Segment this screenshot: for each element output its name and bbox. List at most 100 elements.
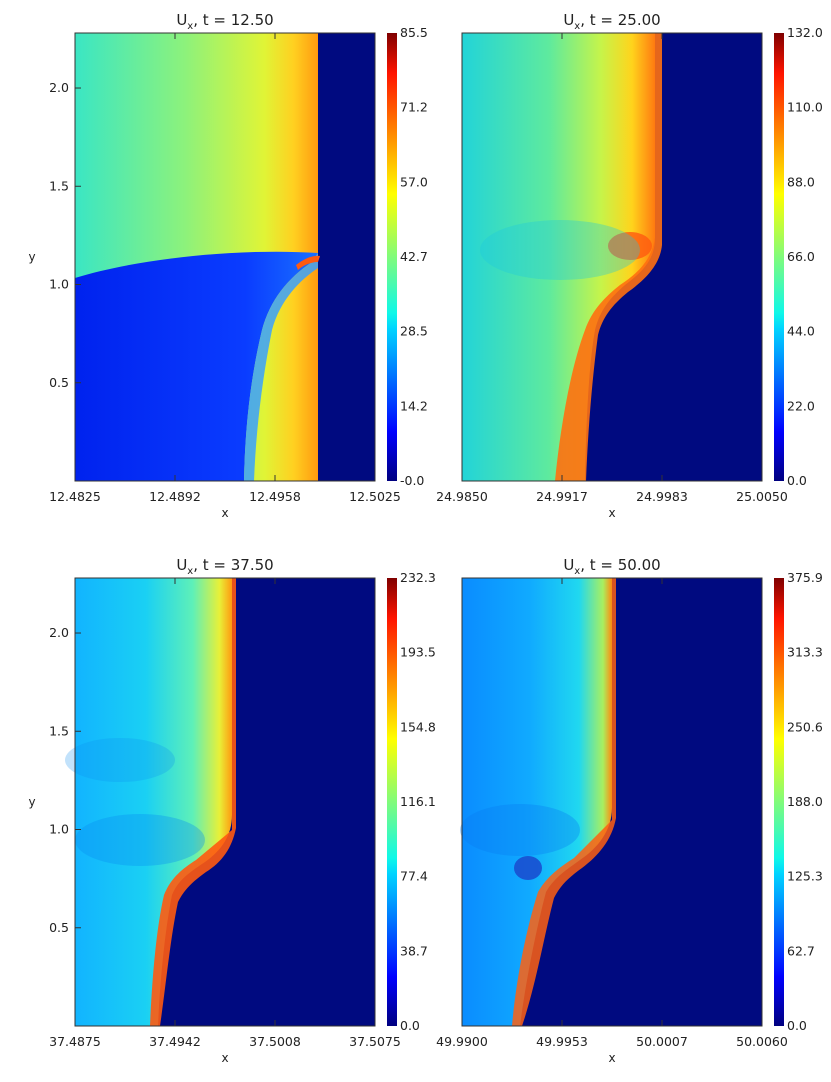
x-tick-label: 37.5075 xyxy=(349,1034,401,1049)
colorbar-label: 193.5 xyxy=(400,645,436,660)
plot-frame xyxy=(461,577,763,1027)
x-tick-label: 50.0007 xyxy=(636,1034,688,1049)
title-time: , t = 37.50 xyxy=(193,556,273,574)
x-tick-label: 24.9917 xyxy=(536,489,588,504)
title-subscript: x xyxy=(574,566,580,577)
colorbar-label: 22.0 xyxy=(787,398,815,413)
panel-4 xyxy=(460,577,763,1027)
colorbar-label: 44.0 xyxy=(787,324,815,339)
panel-title: Ux, t = 50.00 xyxy=(563,556,660,577)
title-symbol: U xyxy=(176,11,187,29)
x-axis-label: x xyxy=(608,506,615,520)
x-axis-label: x xyxy=(608,1051,615,1065)
colorbar-label: 38.7 xyxy=(400,943,428,958)
colorbar-label: 71.2 xyxy=(400,100,428,115)
colorbar-label: 0.0 xyxy=(787,473,807,488)
title-symbol: U xyxy=(563,11,574,29)
y-tick-label: 1.0 xyxy=(49,822,69,837)
y-tick-label: 1.0 xyxy=(49,277,69,292)
panel-title: Ux, t = 25.00 xyxy=(563,11,660,32)
colorbar-label: 57.0 xyxy=(400,174,428,189)
colorbar-label: 116.1 xyxy=(400,794,436,809)
shock-front xyxy=(555,33,662,481)
panel-3 xyxy=(65,577,376,1027)
upstream-flow-region xyxy=(462,578,612,1026)
vortex-structure xyxy=(480,220,640,280)
plot-frame xyxy=(74,577,376,1027)
colorbar-3 xyxy=(387,578,397,1026)
x-tick-label: 12.5025 xyxy=(349,489,401,504)
colorbar-label: 232.3 xyxy=(400,570,436,585)
upstream-flow-region xyxy=(75,578,232,1026)
panel-1 xyxy=(74,32,376,482)
x-tick-label: 49.9900 xyxy=(436,1034,488,1049)
vortex-structure xyxy=(75,814,205,866)
colorbar-label: 42.7 xyxy=(400,249,428,264)
x-tick-label: 24.9850 xyxy=(436,489,488,504)
x-tick-label: 24.9983 xyxy=(636,489,688,504)
upstream-flow-region xyxy=(462,33,655,481)
x-axis-label: x xyxy=(221,1051,228,1065)
plot-frame xyxy=(74,32,376,482)
y-tick-label: 2.0 xyxy=(49,625,69,640)
colorbar-label: 313.3 xyxy=(787,645,823,660)
x-tick-label: 12.4958 xyxy=(249,489,301,504)
y-tick-label: 0.5 xyxy=(49,375,69,390)
vortex-structure xyxy=(460,804,580,856)
y-tick-label: 0.5 xyxy=(49,920,69,935)
colorbar-2 xyxy=(774,33,784,481)
shock-front xyxy=(150,578,236,1026)
y-axis-label: y xyxy=(28,250,35,264)
shock-front xyxy=(512,578,616,1026)
x-tick-label: 12.4892 xyxy=(149,489,201,504)
x-tick-label: 37.4875 xyxy=(49,1034,101,1049)
colorbar-label: 28.5 xyxy=(400,324,428,339)
y-tick-label: 1.5 xyxy=(49,723,69,738)
colorbar-label: 77.4 xyxy=(400,869,428,884)
colorbar-label: 0.0 xyxy=(787,1018,807,1033)
shock-front xyxy=(244,253,318,481)
colorbar-4 xyxy=(774,578,784,1026)
colorbar-label: -0.0 xyxy=(400,473,424,488)
vortex-core xyxy=(514,856,542,880)
title-symbol: U xyxy=(176,556,187,574)
title-symbol: U xyxy=(563,556,574,574)
colorbar-label: 0.0 xyxy=(400,1018,420,1033)
colorbar-label: 66.0 xyxy=(787,249,815,264)
vortex-structure xyxy=(65,738,175,782)
colorbar-label: 62.7 xyxy=(787,943,815,958)
x-tick-label: 25.0050 xyxy=(736,489,788,504)
title-time: , t = 12.50 xyxy=(193,11,273,29)
colorbar-label: 88.0 xyxy=(787,174,815,189)
x-axis-label: x xyxy=(221,506,228,520)
shock-hotspot xyxy=(296,255,320,270)
colorbar-label: 188.0 xyxy=(787,794,823,809)
colorbar-label: 14.2 xyxy=(400,398,428,413)
title-time: , t = 25.00 xyxy=(580,11,660,29)
panel-title: Ux, t = 12.50 xyxy=(176,11,273,32)
colorbar-label: 154.8 xyxy=(400,719,436,734)
low-velocity-region xyxy=(75,251,318,481)
x-tick-label: 50.0060 xyxy=(736,1034,788,1049)
colorbar-label: 125.3 xyxy=(787,869,823,884)
colorbar-1 xyxy=(387,33,397,481)
y-tick-label: 1.5 xyxy=(49,178,69,193)
colorbar-label: 375.9 xyxy=(787,570,823,585)
panel-title: Ux, t = 37.50 xyxy=(176,556,273,577)
title-subscript: x xyxy=(187,566,193,577)
x-tick-label: 12.4825 xyxy=(49,489,101,504)
colorbar-label: 132.0 xyxy=(787,25,823,40)
colorbar-label: 250.6 xyxy=(787,719,823,734)
x-tick-label: 37.4942 xyxy=(149,1034,201,1049)
colorbar-label: 85.5 xyxy=(400,25,428,40)
colorbar-label: 110.0 xyxy=(787,100,823,115)
vortex-hotspot xyxy=(608,232,652,260)
panel-2 xyxy=(461,32,763,482)
title-time: , t = 50.00 xyxy=(580,556,660,574)
x-tick-label: 37.5008 xyxy=(249,1034,301,1049)
title-subscript: x xyxy=(187,21,193,32)
y-tick-label: 2.0 xyxy=(49,80,69,95)
y-axis-label: y xyxy=(28,795,35,809)
